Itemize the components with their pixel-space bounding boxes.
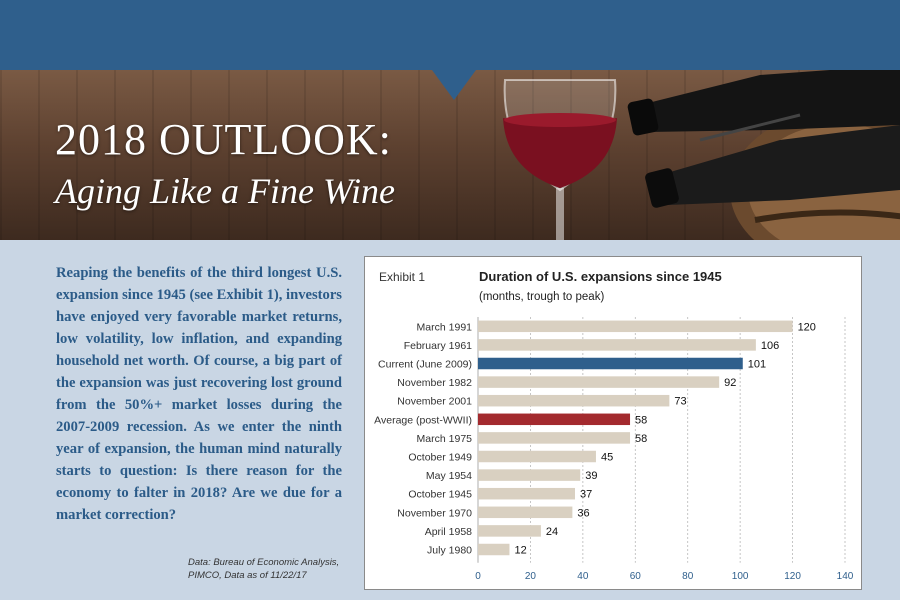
category-label: March 1975	[417, 433, 473, 445]
bar	[478, 320, 793, 333]
bar-value-label: 12	[514, 545, 526, 557]
chart-subtitle: (months, trough to peak)	[479, 291, 604, 303]
category-label: February 1961	[404, 340, 472, 352]
bar	[478, 357, 743, 370]
bar-value-label: 37	[580, 489, 592, 501]
bar-value-label: 101	[748, 359, 766, 371]
bar	[478, 525, 541, 537]
body-paragraph: Reaping the benefits of the third longes…	[56, 265, 342, 523]
x-tick-label: 60	[630, 571, 642, 582]
bar-value-label: 58	[635, 414, 647, 426]
bar	[478, 506, 573, 519]
category-label: October 1945	[408, 489, 472, 501]
x-tick-label: 40	[577, 571, 589, 582]
bar-chart: Exhibit 1 Duration of U.S. expansions sin…	[374, 269, 854, 582]
x-tick-label: 80	[682, 571, 694, 582]
x-tick-label: 0	[475, 571, 481, 582]
bar	[478, 376, 720, 388]
bar	[478, 469, 581, 481]
x-tick-label: 120	[784, 571, 801, 582]
bar	[478, 413, 631, 426]
bar-value-label: 24	[546, 526, 558, 538]
bar-value-label: 39	[585, 470, 597, 482]
category-label: November 1970	[397, 507, 472, 519]
exhibit-label: Exhibit 1	[379, 270, 425, 284]
category-label: March 1991	[417, 321, 473, 333]
bar-value-label: 120	[798, 321, 816, 333]
wine-glass-icon	[503, 79, 617, 240]
source-line-1: Data: Bureau of Economic Analysis,	[188, 557, 340, 568]
x-tick-label: 100	[732, 571, 749, 582]
category-label: Average (post-WWII)	[374, 414, 472, 426]
bar-value-label: 45	[601, 452, 613, 464]
page-subtitle: Aging Like a Fine Wine	[55, 171, 395, 211]
category-label: May 1954	[426, 470, 472, 482]
source-note: Data: Bureau of Economic Analysis, PIMCO…	[188, 556, 348, 582]
page-title: 2018 OUTLOOK:	[55, 115, 392, 164]
wine-illustration	[503, 70, 900, 240]
category-label: November 1982	[397, 377, 472, 389]
top-banner	[0, 0, 900, 70]
category-label: November 2001	[397, 396, 472, 408]
bar	[478, 339, 756, 351]
bar-value-label: 92	[724, 377, 736, 389]
bar-value-label: 73	[674, 396, 686, 408]
category-label: Current (June 2009)	[378, 359, 472, 371]
bar	[478, 432, 631, 444]
bar	[478, 450, 596, 463]
x-tick-label: 140	[837, 571, 854, 582]
bar-value-label: 106	[761, 340, 779, 352]
bar-value-label: 36	[577, 507, 589, 519]
bar-value-label: 58	[635, 433, 647, 445]
exhibit-card: Exhibit 1 Duration of U.S. expansions sin…	[364, 256, 862, 590]
wine-bottles-icon	[627, 70, 900, 208]
x-tick-label: 20	[525, 571, 537, 582]
category-label: April 1958	[425, 526, 472, 538]
bar	[478, 394, 670, 407]
category-label: July 1980	[427, 545, 472, 557]
bar	[478, 487, 575, 500]
source-line-2: PIMCO, Data as of 11/22/17	[188, 570, 307, 581]
category-label: October 1949	[408, 452, 472, 464]
bar	[478, 543, 510, 556]
banner-notch	[432, 70, 476, 100]
chart-title: Duration of U.S. expansions since 1945	[479, 269, 722, 284]
